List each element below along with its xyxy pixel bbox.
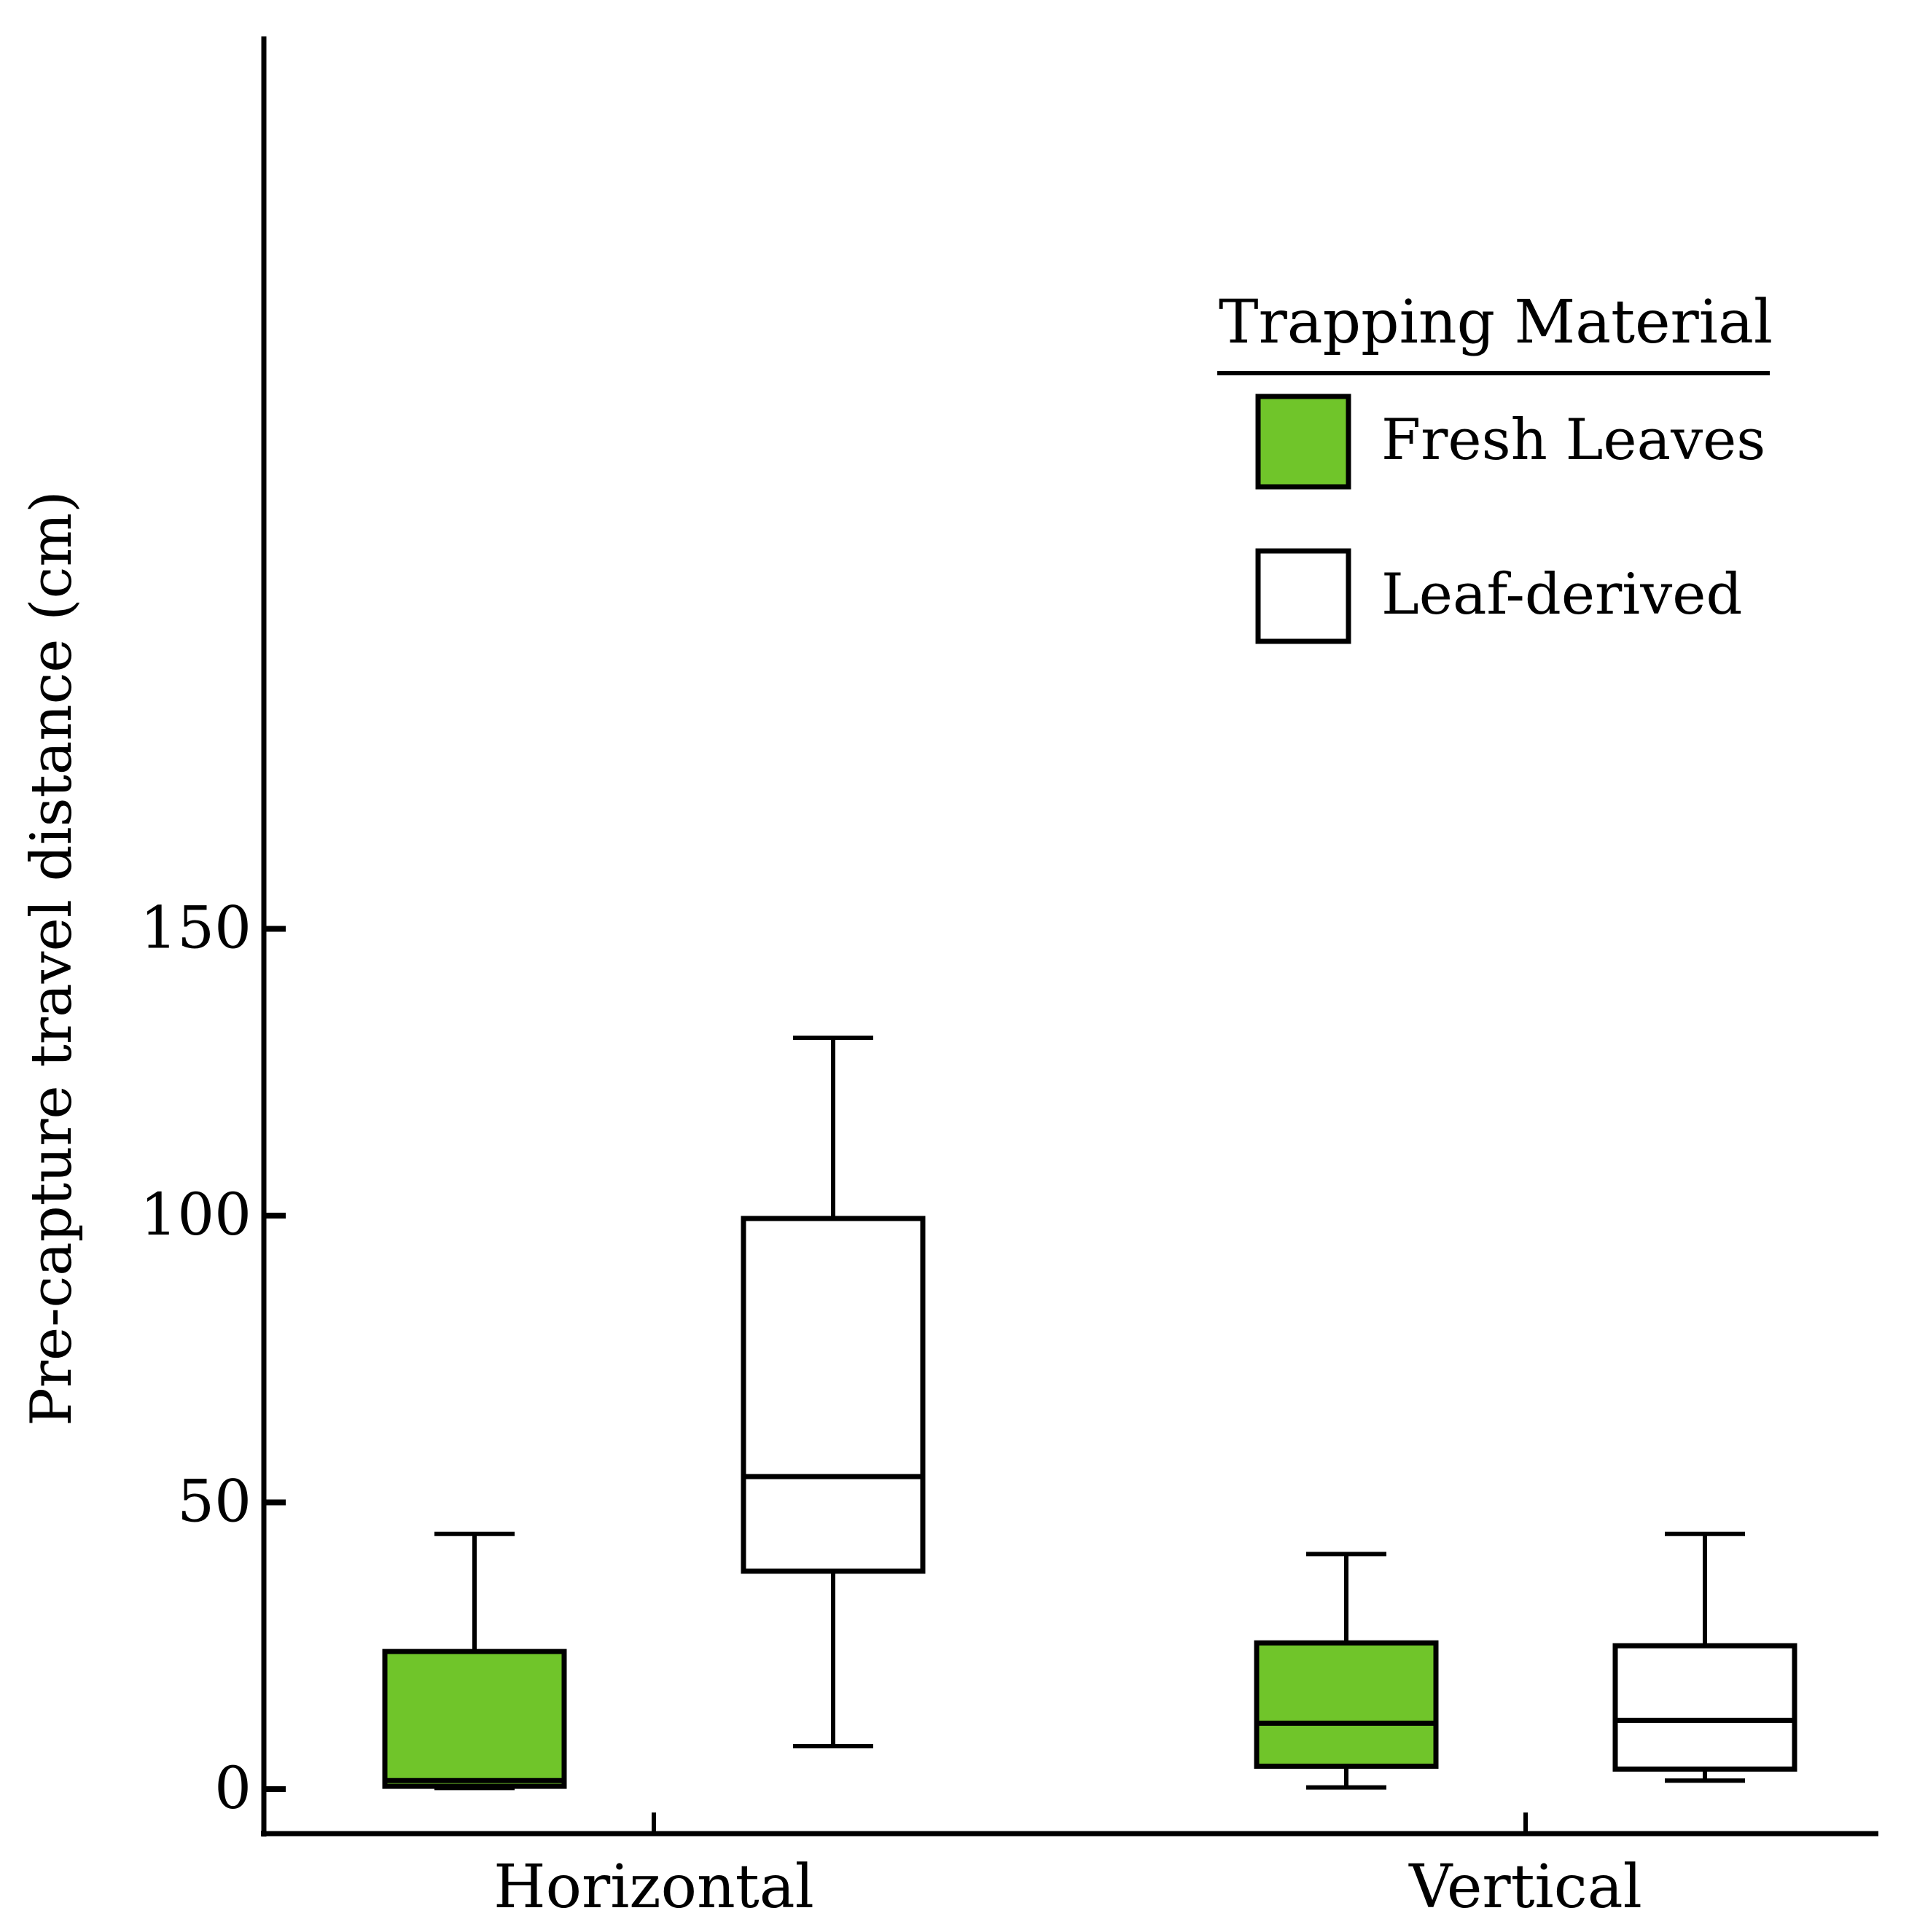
x-ticks: Horizontal Vertical <box>493 1812 1642 1922</box>
legend-swatch-leaf-derived <box>1255 548 1351 644</box>
y-ticks: 0 50 100 150 <box>140 894 286 1822</box>
y-tick-label: 100 <box>140 1181 251 1248</box>
legend: Trapping Material Fresh Leaves Leaf-deri… <box>1217 288 1773 644</box>
y-tick-label: 50 <box>177 1468 251 1536</box>
legend-label-fresh-leaves: Fresh Leaves <box>1381 407 1765 473</box>
box-iqr <box>382 1649 567 1789</box>
axes <box>261 36 1878 1837</box>
box-leaf-derived-horizontal <box>741 1036 926 1748</box>
box-fresh-leaves-vertical <box>1254 1552 1439 1790</box>
legend-swatch-fresh-leaves <box>1255 394 1351 490</box>
box-iqr <box>1254 1640 1439 1769</box>
box-leaf-derived-vertical <box>1612 1531 1797 1783</box>
boxes <box>382 1036 1797 1791</box>
box-iqr <box>1612 1643 1797 1772</box>
x-tick-label: Vertical <box>1408 1853 1642 1922</box>
y-tick-label: 150 <box>140 894 251 962</box>
x-tick-label: Horizontal <box>493 1853 814 1922</box>
y-axis-label: Pre-capture travel distance (cm) <box>19 490 85 1425</box>
box-fresh-leaves-horizontal <box>382 1531 567 1791</box>
legend-label-leaf-derived: Leaf-derived <box>1381 562 1742 627</box>
y-tick-label: 0 <box>214 1754 251 1822</box>
box-iqr <box>741 1216 926 1574</box>
legend-title: Trapping Material <box>1219 288 1773 357</box>
